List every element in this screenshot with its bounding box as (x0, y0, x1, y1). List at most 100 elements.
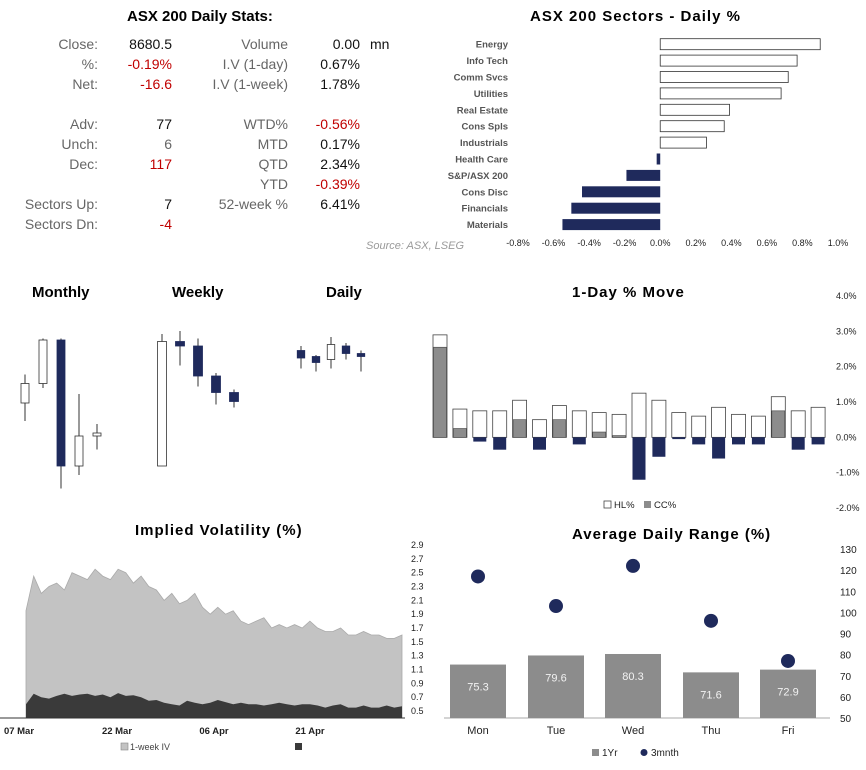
sector-tick-label: 0.6% (757, 238, 778, 248)
adr-bar (683, 672, 739, 718)
cc-bar (791, 437, 805, 450)
adr-category-label: Tue (547, 725, 566, 737)
cc-bar (612, 435, 626, 438)
monthly-title: Monthly (32, 284, 90, 301)
mtd-value: 0.17% (320, 136, 360, 152)
iv-tick-label: 1.9 (411, 609, 424, 619)
legend-3mnth-dot (640, 749, 648, 756)
adr-category-label: Mon (467, 725, 488, 737)
adr-tick-label: 110 (840, 587, 856, 598)
candle-body (38, 339, 48, 384)
pct-value: -0.19% (127, 56, 172, 72)
cc-bar (811, 437, 825, 445)
cc-bar (692, 437, 706, 445)
adr-bar (760, 669, 816, 718)
sector-tick-label: 1.0% (828, 238, 849, 248)
sector-bar (582, 186, 661, 198)
iv-x-tick-label: 22 Mar (102, 726, 132, 737)
adr-tick-label: 90 (840, 630, 852, 641)
move-tick-label: 2.0% (836, 362, 857, 372)
adr-category-label: Thu (702, 725, 721, 737)
iv-x-tick-label: 06 Apr (199, 726, 229, 737)
candle-body (296, 350, 306, 359)
legend-cc-label: CC% (654, 500, 677, 511)
sectors-up-value: 7 (164, 196, 172, 212)
iv-chart: 2.9 2.7 2.5 2.3 2.1 1.9 1.7 1.5 1.3 1.1 0.9 0.7 0.5 0… (0, 540, 424, 752)
close-value: 8680.5 (129, 36, 172, 52)
iv-tick-label: 2.3 (411, 582, 424, 592)
iv1w-value: 1.78% (320, 76, 360, 92)
sector-tick-label: -0.2% (613, 238, 637, 248)
adr-bar (450, 664, 506, 718)
iv-x-tick-label: 21 Apr (295, 726, 325, 737)
iv-chart-title: Implied Volatility (%) (135, 522, 303, 539)
sector-label: Real Estate (457, 105, 508, 116)
iv-tick-label: 2.5 (411, 568, 424, 578)
net-label: Net: (72, 76, 98, 92)
sectors-dn-value: -4 (159, 216, 172, 232)
adr-category-label: Wed (622, 725, 644, 737)
candle-body (74, 435, 84, 467)
iv-tick-label: 2.1 (411, 595, 424, 605)
sector-tick-label: 0.8% (792, 238, 813, 248)
legend-1yr-swatch (592, 749, 599, 756)
candle-body (326, 344, 336, 360)
iv-tick-label: 1.5 (411, 637, 424, 647)
sector-bar (562, 219, 661, 231)
legend-1week-label: 1-week IV (130, 742, 170, 752)
sectors-chart: Energy Info Tech Comm Svcs Utilities Real Es… (448, 38, 849, 248)
candle-body (311, 356, 321, 363)
hl-bar (731, 413, 746, 438)
adv-value: 77 (156, 116, 172, 132)
adr-category-label: Fri (782, 725, 795, 737)
adr-bar (528, 655, 584, 718)
sector-tick-label: -0.6% (542, 238, 566, 248)
cc-bar (751, 437, 765, 445)
volume-label: Volume (241, 36, 288, 52)
adr-tick-label: 60 (840, 693, 852, 704)
volume-value: 0.00 (332, 36, 360, 52)
cc-bar (533, 437, 546, 450)
move-chart: 4.0% 3.0% 2.0% 1.0% 0.0% -1.0% -2.0% HL% CC% (432, 291, 860, 513)
adr-tick-label: 50 (840, 714, 852, 725)
candle-body (341, 345, 351, 354)
legend-hl-label: HL% (614, 500, 635, 511)
sector-label: Info Tech (466, 56, 508, 67)
cc-bar (453, 428, 467, 438)
adr-3mnth-dot (626, 558, 640, 573)
sector-bar (659, 136, 707, 149)
daily-title: Daily (326, 284, 362, 301)
net-value: -16.6 (140, 76, 172, 92)
legend-hl-swatch (603, 500, 612, 509)
hl-bar (711, 406, 727, 438)
sector-label: Utilities (474, 89, 508, 100)
sector-tick-label: -0.8% (506, 238, 530, 248)
cc-bar (592, 431, 606, 438)
hl-bar (611, 413, 627, 438)
sectors-dn-label: Sectors Dn: (24, 216, 98, 232)
adr-3mnth-dot (781, 653, 795, 668)
adr-bar-label: 79.6 (545, 672, 566, 684)
candle-body (193, 345, 203, 377)
wtd-label: WTD% (243, 116, 288, 132)
hl-bar (492, 410, 508, 438)
move-chart-title: 1-Day % Move (572, 284, 685, 301)
hl-bar (671, 412, 687, 438)
unch-value: 6 (164, 136, 172, 152)
adr-chart: 75.3 Mon 79.6 Tue 80.3 Wed 71.6 Thu 72.9 Fri 130 12… (444, 545, 857, 759)
sector-bar (659, 87, 782, 100)
adr-bar-label: 75.3 (467, 682, 488, 694)
candle-body (56, 339, 66, 467)
ytd-value: -0.39% (315, 176, 360, 192)
sector-label: S&P/ASX 200 (448, 171, 508, 182)
candle-body (20, 383, 30, 404)
ytd-label: YTD (260, 176, 288, 192)
sector-tick-label: 0.4% (721, 238, 742, 248)
cc-bar (433, 346, 447, 438)
dec-value: 117 (149, 156, 172, 172)
iv-1day-area (26, 693, 402, 718)
sector-bar (656, 153, 661, 165)
sector-tick-label: 0.0% (650, 238, 671, 248)
sector-label: Financials (462, 204, 508, 215)
qtd-label: QTD (258, 156, 288, 172)
